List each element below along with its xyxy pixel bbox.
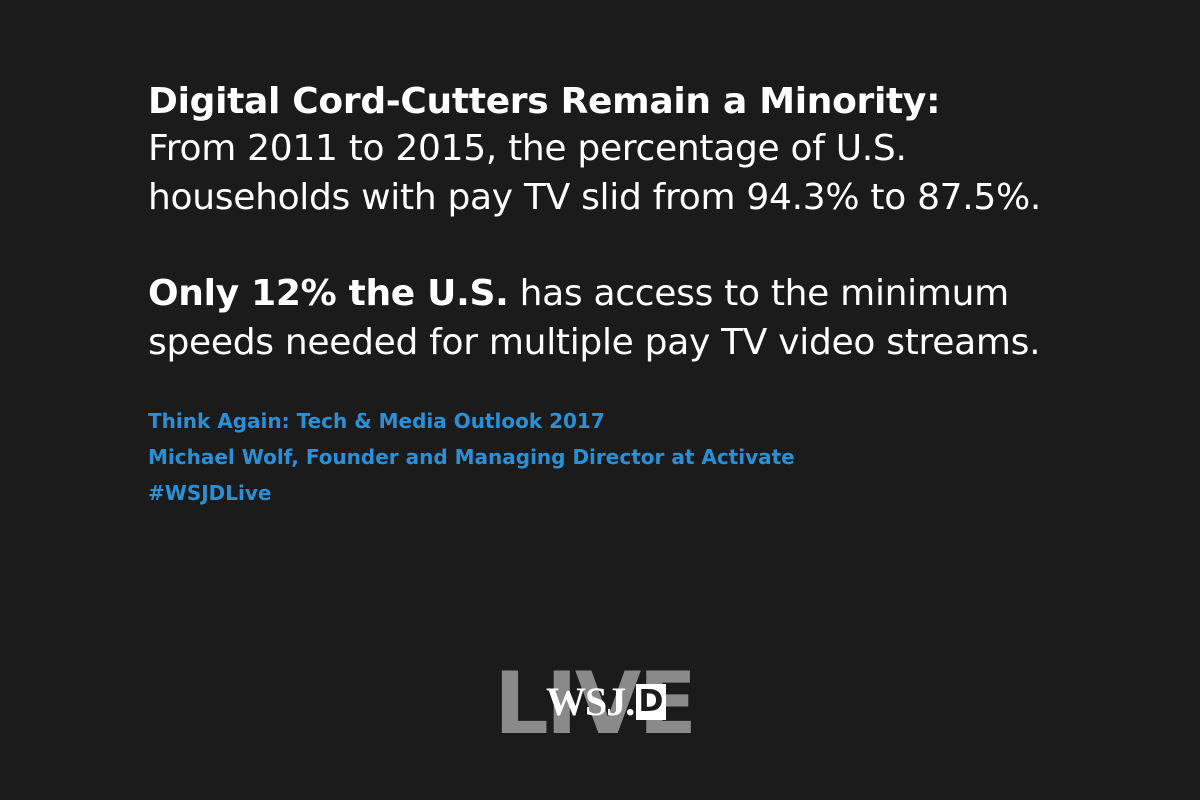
paragraph-text: has access to the minimum speeds needed … [148,273,1041,363]
credit-line: Michael Wolf, Founder and Managing Direc… [148,445,795,469]
logo-badge: D [636,684,666,720]
logo-wordmark: WSJ. [546,679,635,724]
paragraph: From 2011 to 2015, the percentage of U.S… [148,128,1042,218]
credit-line: #WSJDLive [148,481,272,505]
emphasis: Only 12% the U.S. [148,273,509,314]
credits: Think Again: Tech & Media Outlook 2017 M… [148,403,1108,511]
content: Digital Cord-Cutters Remain a Minority: … [148,78,1108,511]
headline: Digital Cord-Cutters Remain a Minority: [148,81,941,122]
credit-line: Think Again: Tech & Media Outlook 2017 [148,409,605,433]
logo: LIVE WSJ. D [494,658,714,750]
paragraph: Only 12% the U.S. has access to the mini… [148,270,1108,367]
